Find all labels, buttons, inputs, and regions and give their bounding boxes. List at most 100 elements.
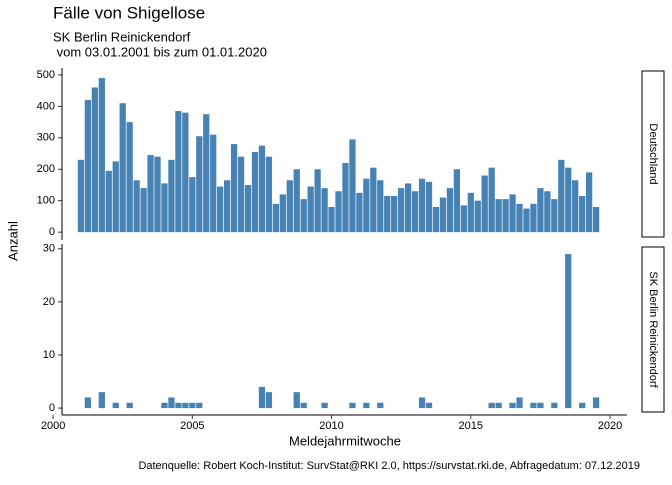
bar: [126, 122, 133, 233]
bar: [265, 156, 273, 233]
y-tick-label: 10: [43, 349, 55, 361]
bar: [460, 205, 467, 233]
bar: [314, 169, 321, 233]
chart-title: Fälle von Shigellose: [53, 3, 205, 22]
bar: [133, 180, 140, 233]
bar: [286, 180, 293, 233]
bar: [154, 156, 161, 233]
bar: [196, 136, 203, 233]
x-tick-label: 2005: [180, 420, 204, 432]
bar: [251, 151, 259, 233]
subtitle: SK Berlin Reinickendorf: [53, 29, 191, 44]
bar: [223, 180, 231, 233]
bar: [258, 145, 266, 233]
bar: [307, 186, 314, 233]
facet-label: SK Berlin Reinickendorf: [647, 271, 659, 388]
bar: [105, 170, 112, 233]
bar: [300, 402, 307, 409]
bar: [495, 199, 502, 233]
bar: [481, 175, 488, 233]
bar: [537, 188, 544, 233]
facet-label: Deutschland: [647, 123, 659, 184]
bar: [488, 167, 495, 233]
bar: [300, 199, 307, 233]
bar: [572, 180, 579, 233]
bar: [98, 78, 105, 233]
bar: [467, 192, 474, 233]
y-tick-label: 0: [49, 226, 55, 238]
bar: [537, 402, 544, 409]
bar: [112, 161, 119, 233]
bar: [391, 195, 398, 233]
y-tick-label: 30: [43, 243, 55, 255]
subtitle: vom 03.01.2001 bis zum 01.01.2020: [53, 44, 267, 59]
bar: [558, 159, 565, 233]
x-tick-label: 2020: [598, 420, 622, 432]
bar: [272, 203, 279, 233]
bar: [418, 178, 426, 233]
facet-strip: [641, 70, 665, 238]
bar: [244, 184, 252, 233]
bar: [363, 402, 370, 409]
bar: [258, 386, 266, 409]
bar: [349, 402, 356, 409]
bar: [91, 87, 98, 233]
bar: [579, 402, 586, 409]
bar: [425, 181, 433, 233]
bar: [98, 392, 105, 409]
bar: [565, 254, 572, 409]
bar: [418, 397, 426, 409]
y-tick-label: 20: [43, 296, 55, 308]
bar: [530, 203, 537, 233]
y-tick-label: 500: [37, 69, 55, 81]
bar: [189, 402, 196, 409]
bar: [293, 169, 300, 233]
bar: [516, 203, 523, 233]
bar: [335, 191, 342, 233]
bar: [203, 114, 210, 233]
y-axis-label: Anzahl: [5, 221, 20, 261]
bar: [446, 188, 454, 233]
bar: [293, 392, 300, 409]
bar: [411, 191, 419, 233]
facet-strip: [641, 246, 665, 413]
bar: [370, 167, 377, 233]
bar: [210, 134, 217, 233]
x-tick-label: 2015: [459, 420, 483, 432]
bar: [140, 188, 147, 233]
bar: [579, 195, 586, 233]
bar: [168, 159, 175, 233]
y-tick-label: 0: [49, 402, 55, 414]
bar: [189, 177, 196, 233]
bar: [161, 402, 168, 409]
bar: [551, 199, 558, 233]
bar: [488, 402, 495, 409]
bar: [377, 402, 384, 409]
bar: [544, 191, 551, 233]
bar: [516, 397, 523, 409]
bar: [509, 194, 516, 233]
bar: [230, 144, 238, 233]
bar: [565, 167, 572, 233]
bar: [363, 178, 370, 233]
bar: [425, 402, 433, 409]
bar: [84, 397, 92, 409]
bar: [377, 180, 384, 233]
bar: [398, 188, 405, 233]
bar: [168, 397, 175, 409]
y-tick-label: 400: [37, 100, 55, 112]
bar: [112, 402, 119, 409]
bar: [279, 194, 286, 233]
y-tick-label: 200: [37, 163, 55, 175]
bar: [196, 402, 203, 409]
bar: [175, 111, 182, 233]
bar: [175, 402, 182, 409]
bar: [321, 402, 328, 409]
x-tick-label: 2000: [41, 420, 65, 432]
bar: [523, 208, 530, 233]
bar: [182, 402, 189, 409]
bar: [147, 155, 154, 233]
bar: [592, 206, 600, 233]
bar: [439, 197, 447, 233]
